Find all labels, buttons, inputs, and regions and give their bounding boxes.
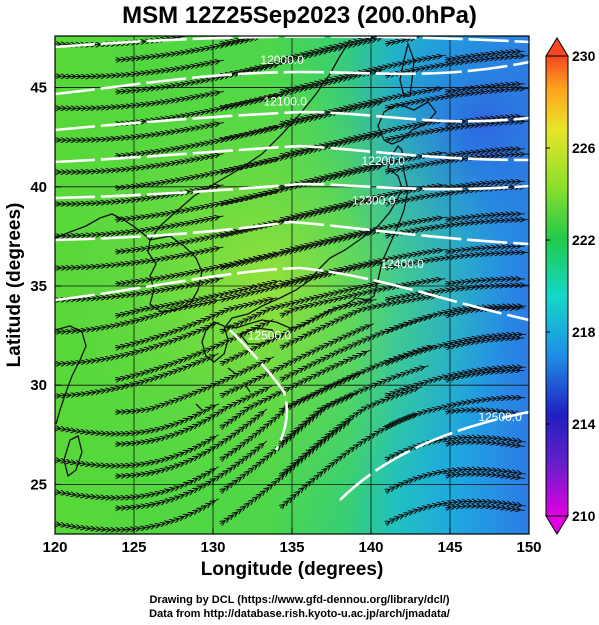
coastline-asia-mainland [55,39,351,241]
contour-label: 12000.0 [260,53,304,67]
page-title: MSM 12Z25Sep2023 (200.0hPa) [122,2,477,29]
graticule [55,36,529,534]
credit-drawing: Drawing by DCL (https://www.gfd-dennou.o… [149,594,450,606]
contour-label: 12100.0 [264,94,308,108]
streamline [444,279,525,284]
contour-labels: 12000.0 12100.0 12200.0 12300.0 12400.0 12500… [248,53,522,424]
x-tick-label: 135 [279,539,304,556]
contour-label: 12300.0 [352,194,396,208]
contour-label: 12500.0 [248,329,292,343]
colorbar: 230 226 222 218 214 210 [545,37,596,535]
height-contour-line [55,60,529,96]
height-contour-line [55,144,529,164]
credit-data: Data from http://database.rish.kyoto-u.a… [149,608,450,620]
y-tick-label: 40 [30,179,47,196]
x-tick-label: 125 [121,539,146,556]
colorbar-label: 210 [572,508,596,524]
colorbar-label: 230 [572,48,596,64]
contour-label: 12200.0 [362,154,406,168]
x-tick-label: 140 [358,539,383,556]
height-contour-line [339,410,529,501]
x-axis-label: Longitude (degrees) [201,559,384,580]
streamline [385,501,526,524]
x-tick-label: 130 [200,539,225,556]
colorbar-label: 226 [572,140,596,156]
coastline-ryukyu [195,367,251,411]
streamline [55,498,219,530]
coastlines [55,39,437,478]
y-ticks: 25 30 35 40 45 [30,80,61,493]
height-contours [55,36,529,501]
colorbar-ticks: 230 226 222 218 214 210 [546,48,596,524]
map-plot-area: 12000.0 12100.0 12200.0 12300.0 12400.0 12500… [55,36,529,534]
coastline-korea [147,235,203,313]
height-contour-line [55,110,529,132]
y-tick-label: 30 [30,377,47,394]
y-tick-label: 45 [30,80,47,97]
height-contour-line [229,329,289,451]
colorbar-min-triangle [545,515,569,535]
contour-label: 12500.0 [478,410,522,424]
x-tick-label: 150 [516,539,541,556]
y-tick-label: 25 [30,476,47,493]
coastline-taiwan [63,435,83,478]
colorbar-gradient [545,55,569,517]
x-ticks: 120 125 130 135 140 145 150 [42,528,542,556]
y-axis-label: Latitude (degrees) [4,203,25,368]
coastline-japan-shikoku [238,327,277,345]
height-contour-line [55,182,529,200]
colorbar-label: 214 [572,416,596,432]
y-tick-label: 35 [30,278,47,295]
coastline-japan-kyushu [201,321,229,363]
height-contour-line [55,220,529,246]
height-contour-line [55,266,529,322]
height-contour-line [55,36,529,49]
streamline [220,418,354,525]
colorbar-label: 218 [572,324,596,340]
coastline-sakhalin [399,41,415,97]
contour-label: 12400.0 [380,257,424,271]
coastline-japan-hokkaido [377,101,437,145]
x-tick-label: 145 [437,539,462,556]
colorbar-label: 222 [572,232,596,248]
colorbar-max-triangle [545,37,569,57]
x-tick-label: 120 [42,539,67,556]
coastline-china-east [55,325,87,425]
